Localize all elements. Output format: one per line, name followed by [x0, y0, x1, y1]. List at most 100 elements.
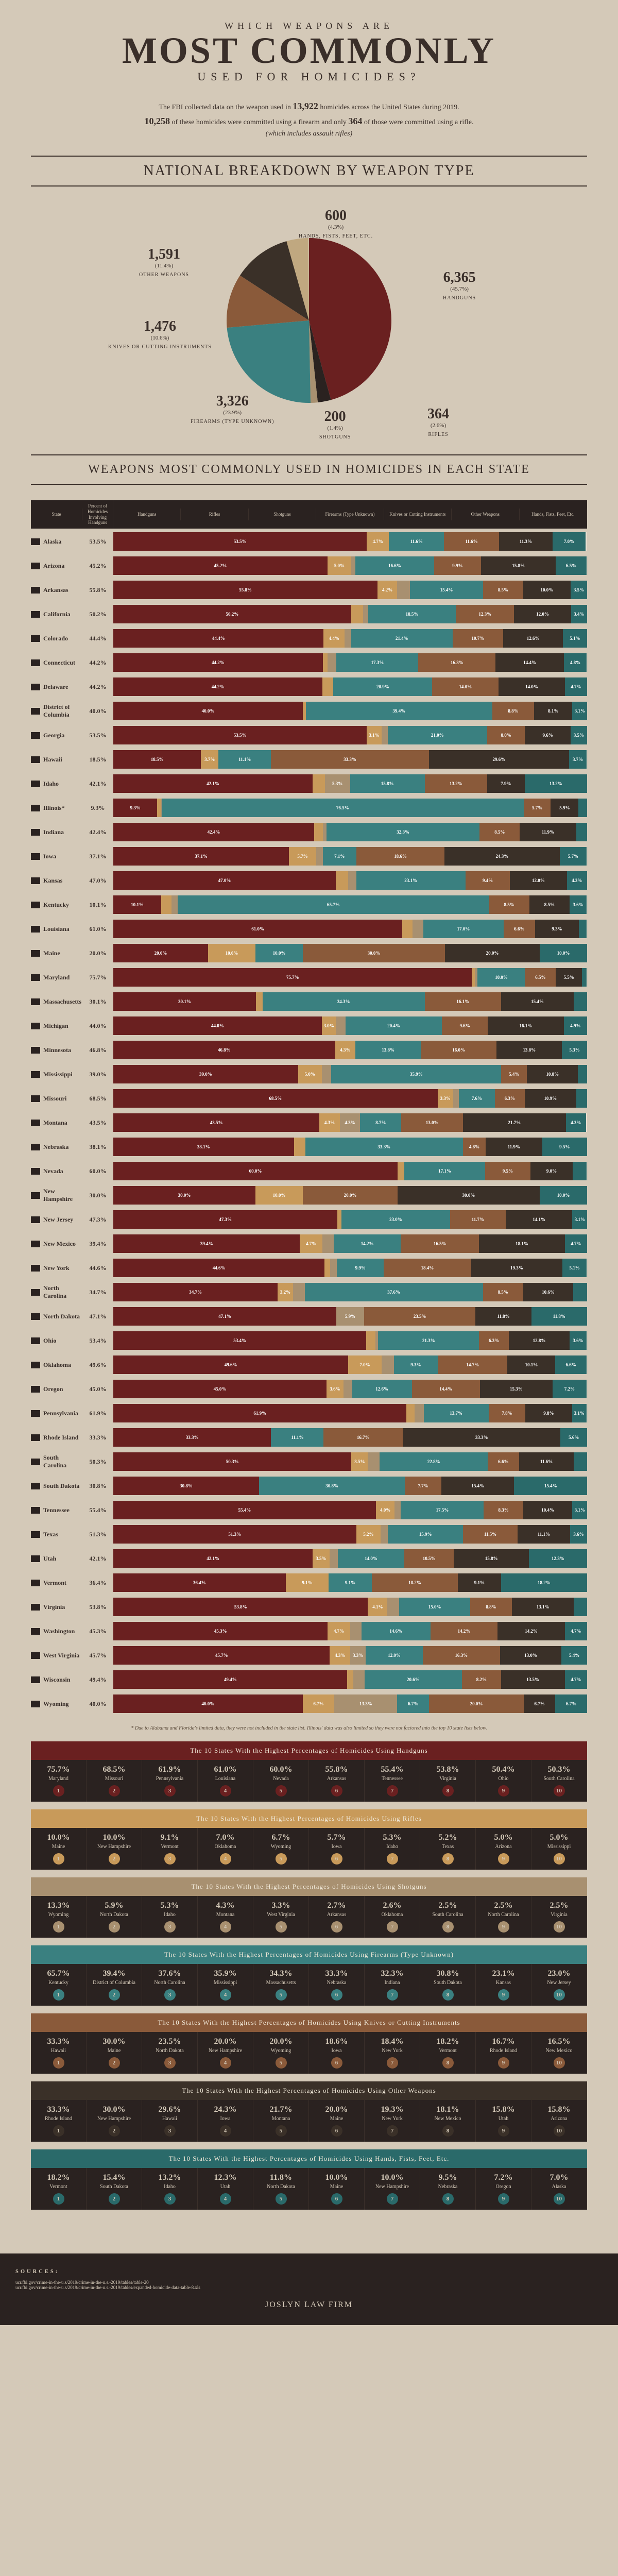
header-main: MOST COMMONLY	[31, 34, 587, 67]
bar-segment: 7.6%	[459, 1089, 495, 1108]
state-bar: 40.0%39.4%8.8%8.1%3.1%	[113, 702, 587, 720]
top10-cell: 2.5%South Carolina8	[420, 1896, 476, 1938]
state-flag-icon	[31, 1144, 40, 1150]
bar-segment: 16.6%	[355, 556, 434, 575]
state-name: District of Columbia	[31, 703, 82, 719]
bar-segment	[313, 774, 325, 793]
state-name: Maine	[31, 950, 82, 957]
table-row: Virginia53.8%53.8%4.1%15.0%8.8%13.1%	[31, 1596, 587, 1618]
top10-cell: 18.1%New Mexico8	[420, 2100, 476, 2142]
bar-segment: 35.9%	[331, 1065, 501, 1083]
bar-segment: 18.1%	[479, 1234, 565, 1253]
state-name: Oregon	[31, 1385, 82, 1393]
state-name: Wyoming	[31, 1700, 82, 1708]
state-flag-icon	[31, 756, 40, 763]
header: WHICH WEAPONS ARE MOST COMMONLY USED FOR…	[31, 21, 587, 83]
state-flag-icon	[31, 829, 40, 836]
table-row: Idaho42.1%42.1%5.3%15.8%13.2%7.9%13.2%	[31, 772, 587, 795]
state-pct: 43.5%	[82, 1119, 113, 1127]
bar-segment: 9.1%	[329, 1573, 372, 1592]
state-pct: 49.6%	[82, 1361, 113, 1369]
bar-segment	[394, 1501, 401, 1519]
state-pct: 53.8%	[82, 1603, 113, 1611]
bar-segment: 5.5%	[556, 968, 582, 987]
table-row: Indiana42.4%42.4%32.3%8.5%11.9%	[31, 821, 587, 843]
top10-cell: 19.3%New York7	[365, 2100, 420, 2142]
state-pct: 45.2%	[82, 562, 113, 570]
bar-segment: 13.2%	[425, 774, 487, 793]
bar-segment	[336, 1016, 345, 1035]
bar-segment: 43.5%	[113, 1113, 319, 1132]
bar-segment: 12.6%	[352, 1380, 412, 1398]
top10-cell: 5.0%Mississippi10	[531, 1828, 587, 1870]
state-name: Arkansas	[31, 586, 82, 594]
state-bar: 34.7%3.2%37.6%8.5%10.6%	[113, 1283, 587, 1301]
bar-segment: 11.9%	[486, 1138, 542, 1156]
bar-segment	[348, 871, 356, 890]
table-row: Arkansas55.8%55.8%4.2%15.4%8.5%10.0%3.5%	[31, 579, 587, 601]
bar-segment: 37.6%	[305, 1283, 483, 1301]
state-pct: 37.1%	[82, 853, 113, 860]
state-name: Louisiana	[31, 925, 82, 933]
bar-segment	[382, 726, 388, 744]
state-flag-icon	[31, 1095, 40, 1102]
bar-segment: 32.3%	[327, 823, 479, 841]
state-pct: 39.0%	[82, 1071, 113, 1078]
state-name: Delaware	[31, 683, 82, 691]
bar-segment: 9.4%	[466, 871, 510, 890]
table-row: Alaska53.5%53.5%4.7%11.6%11.6%11.3%7.0%	[31, 530, 587, 553]
state-bar: 61.0%17.0%6.6%9.3%	[113, 920, 587, 938]
table-row: North Dakota47.1%47.1%5.9%23.5%11.8%11.8…	[31, 1305, 587, 1328]
bar-segment: 47.0%	[113, 871, 336, 890]
bar-segment	[406, 1404, 415, 1422]
sources-title: SOURCES:	[15, 2269, 603, 2275]
state-pct: 36.4%	[82, 1579, 113, 1587]
bar-segment	[402, 920, 412, 938]
state-bar: 50.3%3.5%22.8%6.6%11.6%	[113, 1452, 587, 1471]
bar-segment: 30.0%	[113, 1186, 255, 1205]
bar-segment: 10.4%	[523, 1501, 573, 1519]
state-flag-icon	[31, 1701, 40, 1707]
bar-segment	[323, 823, 327, 841]
bar-segment: 44.2%	[113, 653, 323, 672]
bar-segment: 47.1%	[113, 1307, 336, 1326]
table-row: Maryland75.7%75.7%10.0%6.5%5.5%	[31, 966, 587, 989]
pie-label: 364(2.6%)RIFLES	[427, 405, 449, 438]
bar-segment: 9.8%	[525, 1404, 572, 1422]
bar-segment: 40.0%	[113, 1694, 303, 1713]
state-flag-icon	[31, 538, 40, 545]
state-name: Montana	[31, 1119, 82, 1127]
table-row: Michigan44.0%44.0%3.0%20.4%9.6%16.1%4.9%	[31, 1014, 587, 1037]
bar-segment: 42.1%	[113, 774, 313, 793]
bar-segment: 8.2%	[462, 1670, 501, 1689]
top10-block: The 10 States With the Highest Percentag…	[31, 1809, 587, 1870]
bar-segment: 24.3%	[444, 847, 560, 866]
bar-segment: 8.5%	[483, 1283, 523, 1301]
top10-cell: 20.0%Maine6	[309, 2100, 365, 2142]
top10-cell: 55.8%Arkansas6	[309, 1760, 365, 1802]
bar-segment: 39.0%	[113, 1065, 298, 1083]
bar-segment	[350, 1622, 362, 1640]
state-pct: 40.0%	[82, 1700, 113, 1708]
bar-segment: 10.0%	[523, 581, 571, 599]
state-name: Nebraska	[31, 1143, 82, 1151]
state-bar: 20.0%10.0%10.0%30.0%20.0%10.0%	[113, 944, 587, 962]
bar-segment: 60.0%	[113, 1162, 398, 1180]
bar-segment	[573, 1162, 587, 1180]
state-bar: 61.9%13.7%7.8%9.8%3.1%	[113, 1404, 587, 1422]
bar-segment	[382, 1355, 394, 1374]
bar-segment	[578, 1065, 587, 1083]
bar-segment: 7.0%	[348, 1355, 381, 1374]
top10-cell: 61.9%Pennsylvania3	[142, 1760, 198, 1802]
state-flag-icon	[31, 1216, 40, 1223]
state-bar: 10.1%65.7%8.5%8.5%3.6%	[113, 895, 587, 914]
top10-cell: 20.0%Wyoming5	[253, 2032, 309, 2074]
top10-cell: 75.7%Maryland1	[31, 1760, 87, 1802]
bar-segment: 12.0%	[366, 1646, 422, 1665]
bar-segment: 18.6%	[356, 847, 444, 866]
bar-segment: 3.5%	[351, 1452, 368, 1471]
bar-segment: 7.7%	[405, 1477, 441, 1495]
state-pct: 47.1%	[82, 1313, 113, 1320]
state-pct: 55.8%	[82, 586, 113, 594]
top10-cell: 35.9%Mississippi4	[198, 1964, 253, 2006]
